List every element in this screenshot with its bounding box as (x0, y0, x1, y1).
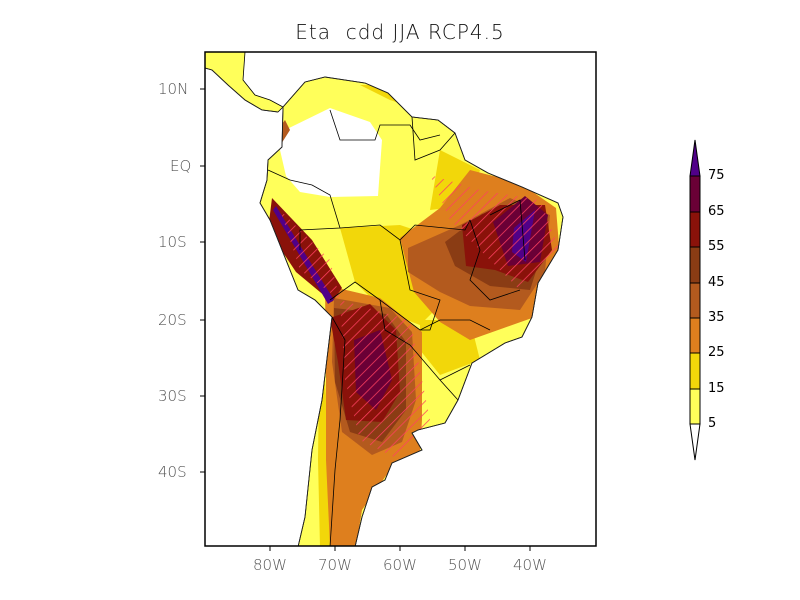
colorbar (689, 139, 701, 461)
colorbar-label: 55 (708, 239, 725, 254)
coastline (205, 67, 564, 546)
colorbar-box (689, 175, 701, 213)
lat-label: 10S (158, 233, 187, 251)
cdd-field (205, 52, 563, 546)
colorbar-box (689, 211, 701, 248)
lon-label: 60W (383, 556, 417, 574)
lat-label: 30S (158, 387, 187, 405)
lon-label: 50W (448, 556, 482, 574)
lon-label: 80W (253, 556, 287, 574)
colorbar-label: 35 (708, 310, 725, 325)
country-borders (267, 109, 526, 546)
colorbar-label: 15 (708, 381, 725, 396)
colorbar-box (689, 388, 701, 425)
lat-label: 40S (158, 463, 187, 481)
colorbar-label: 75 (708, 168, 725, 183)
colorbar-under-triangle (689, 423, 701, 461)
colorbar-label: 45 (708, 275, 725, 290)
colorbar-box (689, 317, 701, 354)
colorbar-box (689, 352, 701, 390)
colorbar-label: 65 (708, 204, 725, 219)
colorbar-box (689, 282, 701, 319)
colorbar-label: 25 (708, 345, 725, 360)
colorbar-label: 5 (708, 416, 717, 431)
lat-label: 10N (158, 80, 189, 98)
colorbar-box (689, 246, 701, 284)
lon-label: 40W (513, 556, 547, 574)
plot-title: Eta cdd JJA RCP4.5 (295, 20, 505, 44)
axis-ticks (200, 88, 531, 551)
lat-label: EQ (170, 157, 192, 175)
lon-label: 70W (318, 556, 352, 574)
colorbar-over-triangle (689, 139, 701, 177)
lat-label: 20S (158, 311, 187, 329)
